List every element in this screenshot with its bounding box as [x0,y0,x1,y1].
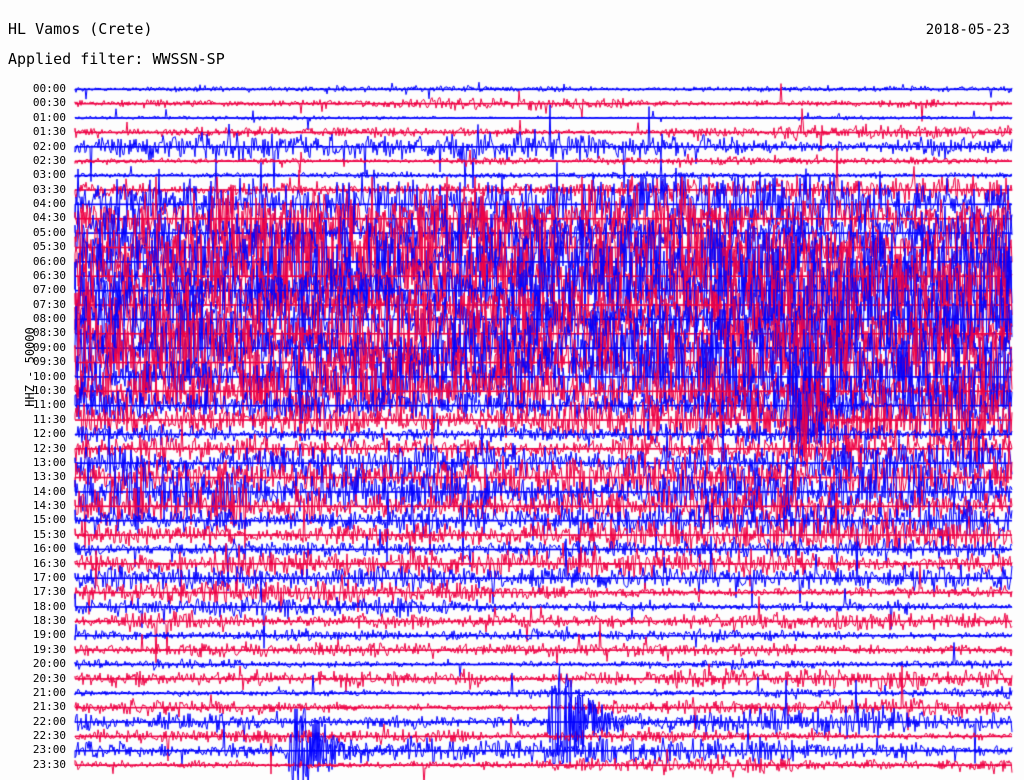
seismogram-canvas [0,0,1024,780]
helicorder-page: HL Vamos (Crete) 2018-05-23 Applied filt… [0,0,1024,780]
seismogram-plot [0,0,1024,780]
